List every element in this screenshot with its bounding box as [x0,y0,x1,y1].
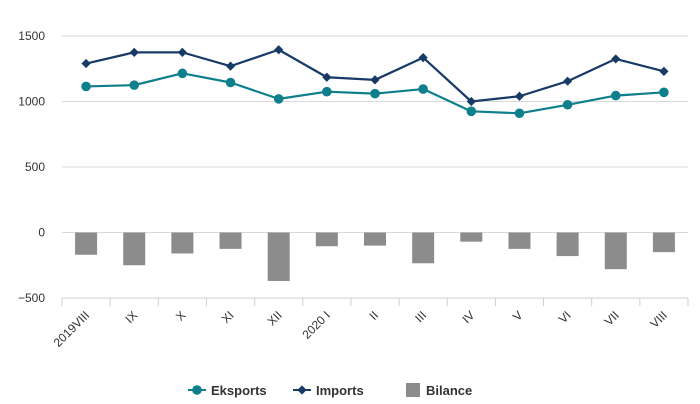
bar [219,232,242,249]
point-eksports [273,94,284,104]
point-imports [81,58,91,69]
legend-item-eksports: Eksports [188,383,267,398]
x-tick-label: III [412,308,429,325]
y-tick-label: 1000 [18,95,45,109]
bar [412,232,435,264]
legend-label: Bilance [426,383,472,398]
point-eksports [466,106,477,117]
x-tick-label: V [510,308,526,324]
point-imports [322,72,332,82]
x-tick-label: 2019VIII [51,308,93,350]
legend-marker [297,385,307,395]
x-tick-label: X [173,308,189,324]
y-tick-label: −500 [18,291,45,305]
point-imports [177,47,187,57]
point-eksports [225,77,236,88]
legend-label: Imports [316,383,364,398]
bar [315,232,338,247]
x-tick-label: IX [122,308,140,326]
point-eksports [322,86,332,97]
bar [123,232,146,266]
y-tick-label: 0 [38,226,45,240]
point-imports [466,96,476,107]
x-tick-label: VII [602,308,622,328]
x-tick-label: 2020 I [299,308,332,341]
x-tick-label: XI [219,308,237,326]
legend: Eksports Imports Bilance [188,383,472,398]
point-eksports [514,108,525,119]
point-eksports [562,99,573,110]
legend-marker [192,385,202,395]
gridlines [61,35,689,306]
legend-item-imports: Imports [293,383,364,398]
y-axis-ticks: 1500 1000 500 0 −500 [18,29,45,305]
point-eksports [418,84,428,94]
y-tick-label: 500 [25,160,45,174]
x-tick-label: VI [556,308,574,326]
point-imports [659,66,669,76]
bilance-bars [75,232,675,281]
point-eksports [370,88,380,99]
bar [556,232,579,257]
point-eksports [81,81,91,92]
bar [267,232,290,281]
point-eksports [129,80,140,90]
legend-swatch [406,383,420,397]
bar [508,232,531,249]
x-axis-ticks: 2019VIII IX X XI XII 2020 I II III IV V VI VII VIII [51,308,670,350]
legend-label: Eksports [211,383,267,398]
bar [652,232,675,253]
x-tick-label: VIII [647,308,670,331]
point-eksports [610,90,621,101]
bar [364,232,386,246]
y-tick-label: 1500 [18,29,45,43]
point-imports [418,53,428,63]
point-imports [563,76,573,86]
bar [604,232,627,270]
point-eksports [177,68,188,79]
x-tick-label: XII [265,308,285,328]
legend-item-bilance: Bilance [406,383,472,398]
point-imports [514,91,525,101]
point-imports [611,54,621,64]
bar [171,232,194,254]
point-imports [129,47,139,57]
series-markers [81,45,669,119]
point-imports [274,45,284,55]
bar [460,232,483,242]
x-tick-label: IV [460,308,478,326]
bar [75,232,98,255]
point-eksports [659,87,669,98]
point-imports [225,61,236,71]
point-imports [370,75,380,85]
x-tick-label: II [367,308,382,323]
